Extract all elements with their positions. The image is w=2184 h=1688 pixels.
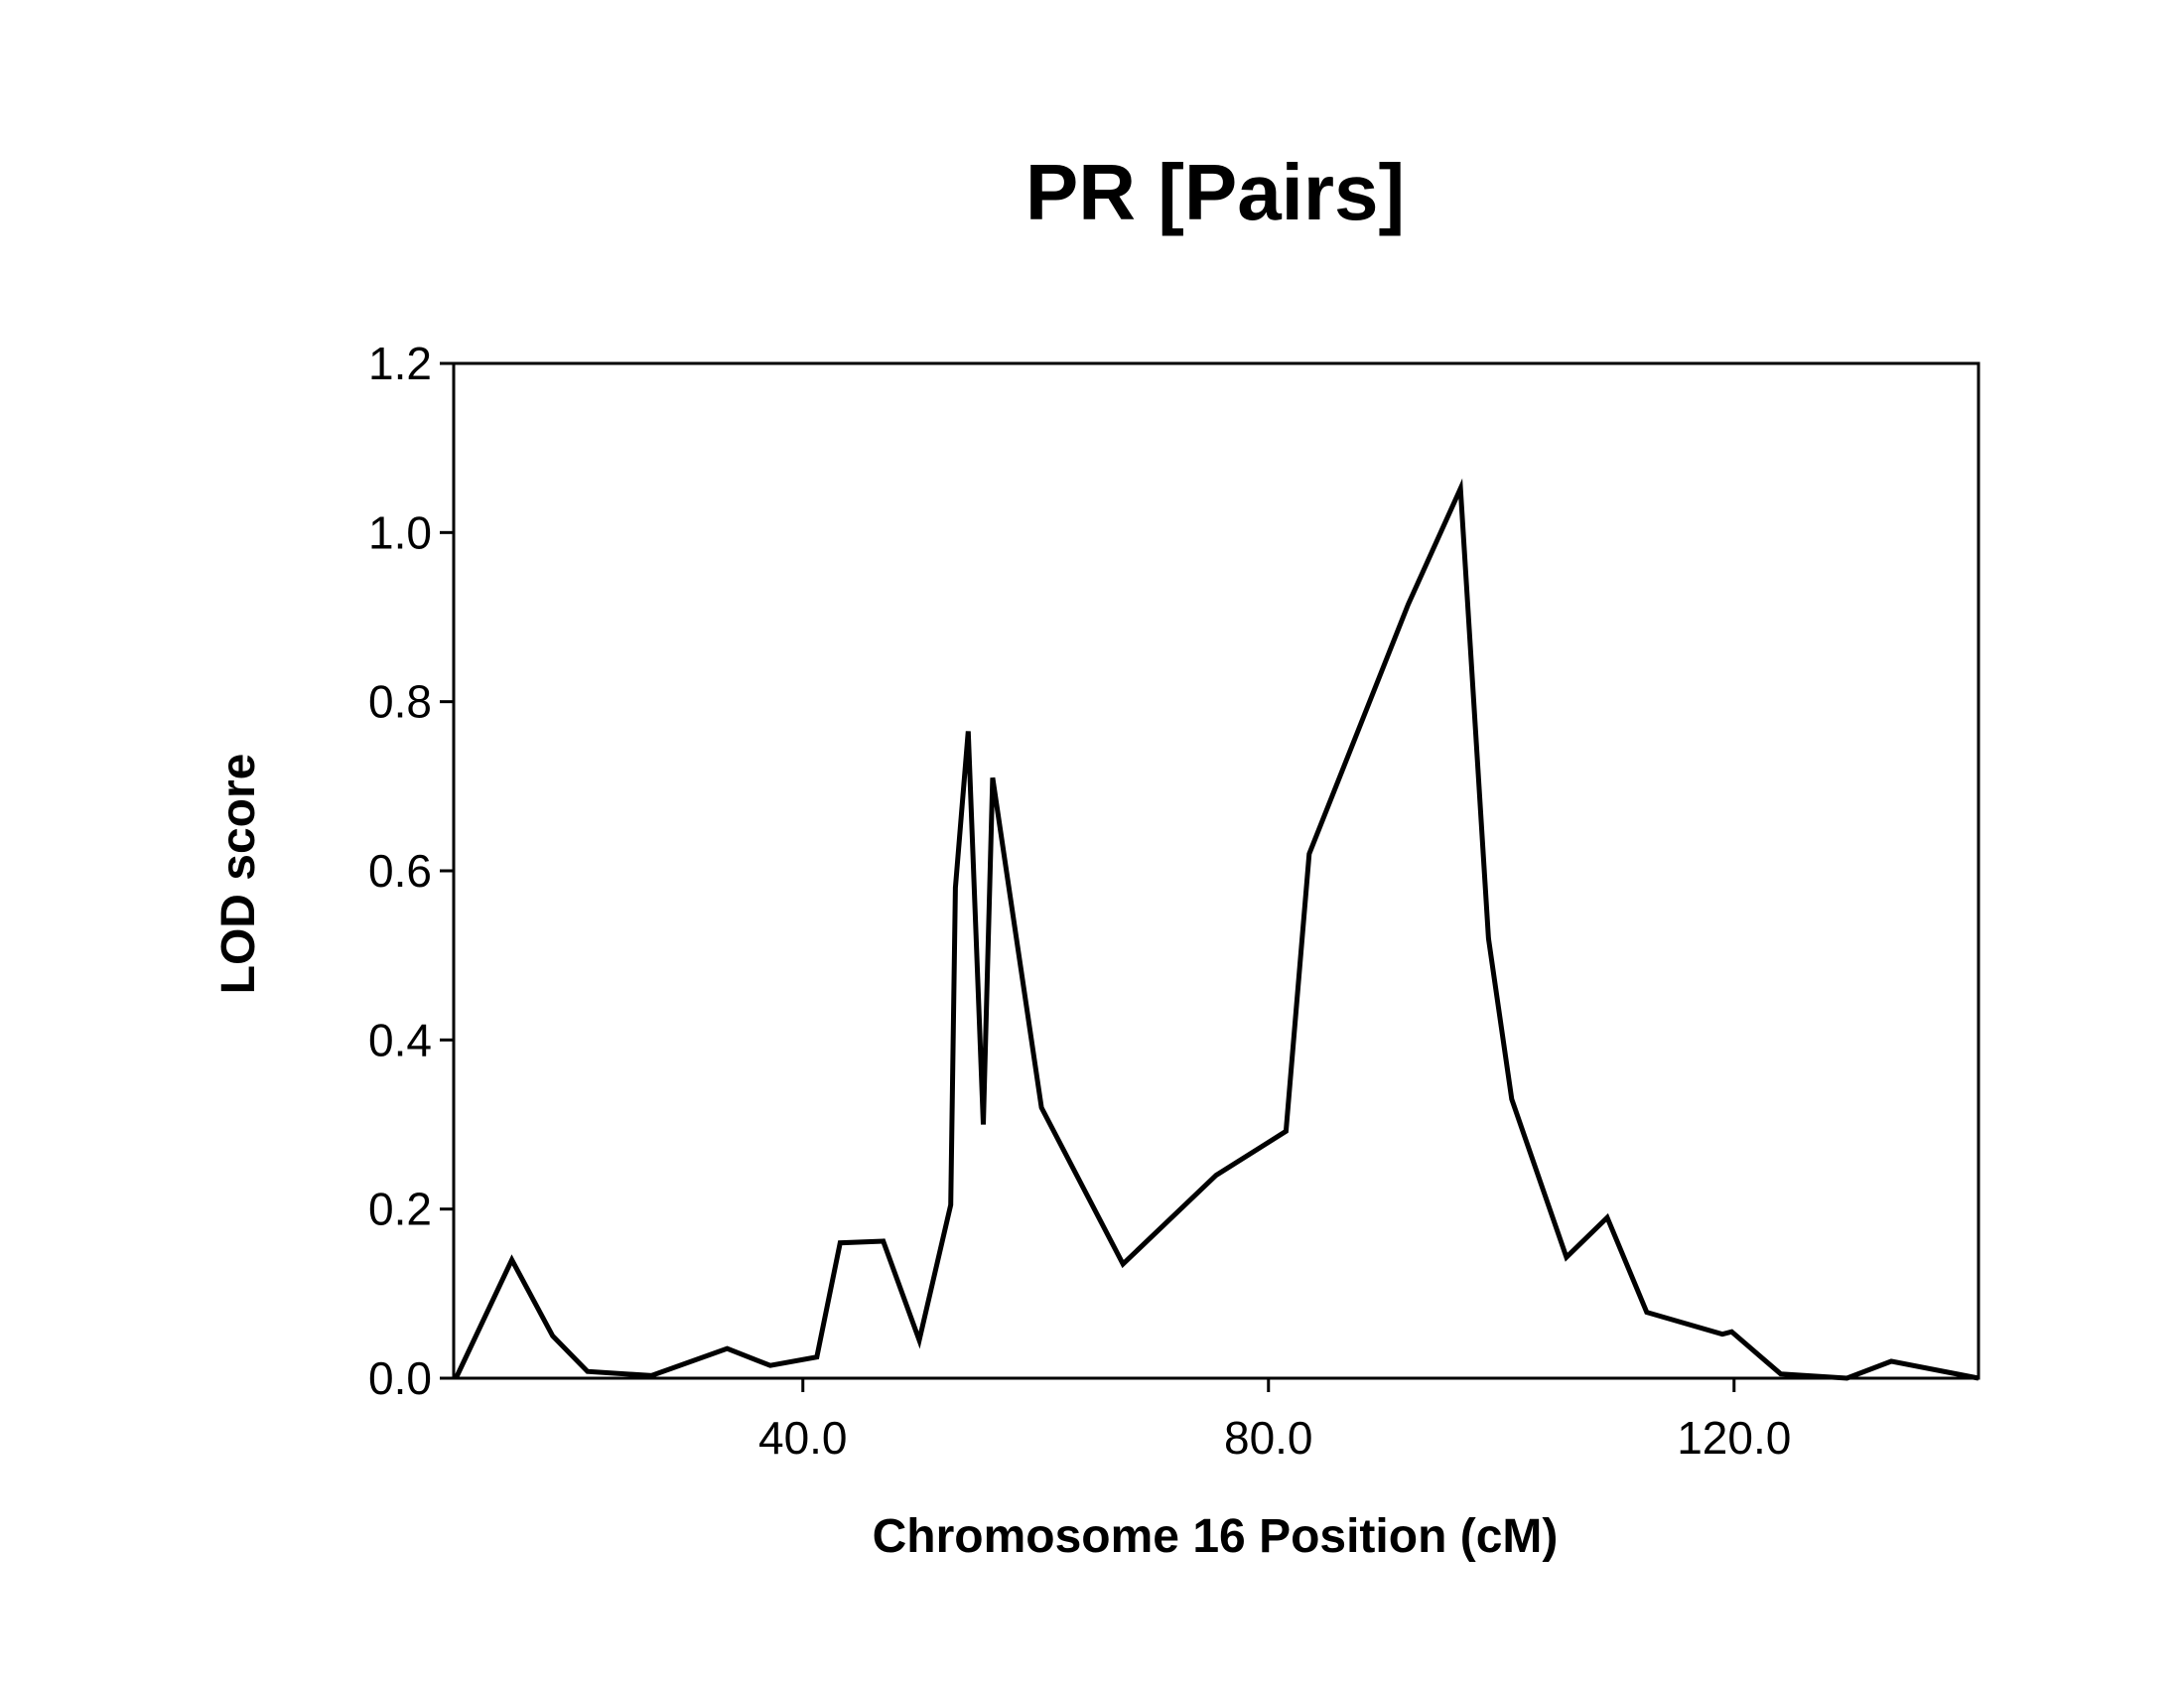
x-axis-label: Chromosome 16 Position (cM) bbox=[873, 1510, 1559, 1563]
y-tick-label: 1.2 bbox=[368, 338, 432, 389]
y-axis-label: LOD score bbox=[212, 754, 265, 995]
y-tick-label: 0.0 bbox=[368, 1352, 432, 1404]
y-tick-label: 0.6 bbox=[368, 845, 432, 897]
x-tick-label: 40.0 bbox=[758, 1412, 848, 1464]
plot-frame bbox=[452, 361, 1980, 1380]
y-axis: 0.0 0.2 0.4 0.6 0.8 1.0 1.2 bbox=[368, 338, 454, 1404]
y-tick-label: 0.8 bbox=[368, 676, 432, 728]
y-tick-label: 1.0 bbox=[368, 506, 432, 558]
y-tick-label: 0.2 bbox=[368, 1184, 432, 1235]
x-tick-label: 80.0 bbox=[1224, 1412, 1313, 1464]
y-tick-label: 0.4 bbox=[368, 1014, 432, 1065]
x-tick-label: 120.0 bbox=[1677, 1412, 1791, 1464]
lod-series-line bbox=[454, 478, 1979, 1381]
x-axis: 40.0 80.0 120.0 bbox=[758, 1378, 1791, 1464]
series-layer bbox=[454, 478, 1979, 1381]
chart-title: PR [Pairs] bbox=[1025, 148, 1405, 236]
